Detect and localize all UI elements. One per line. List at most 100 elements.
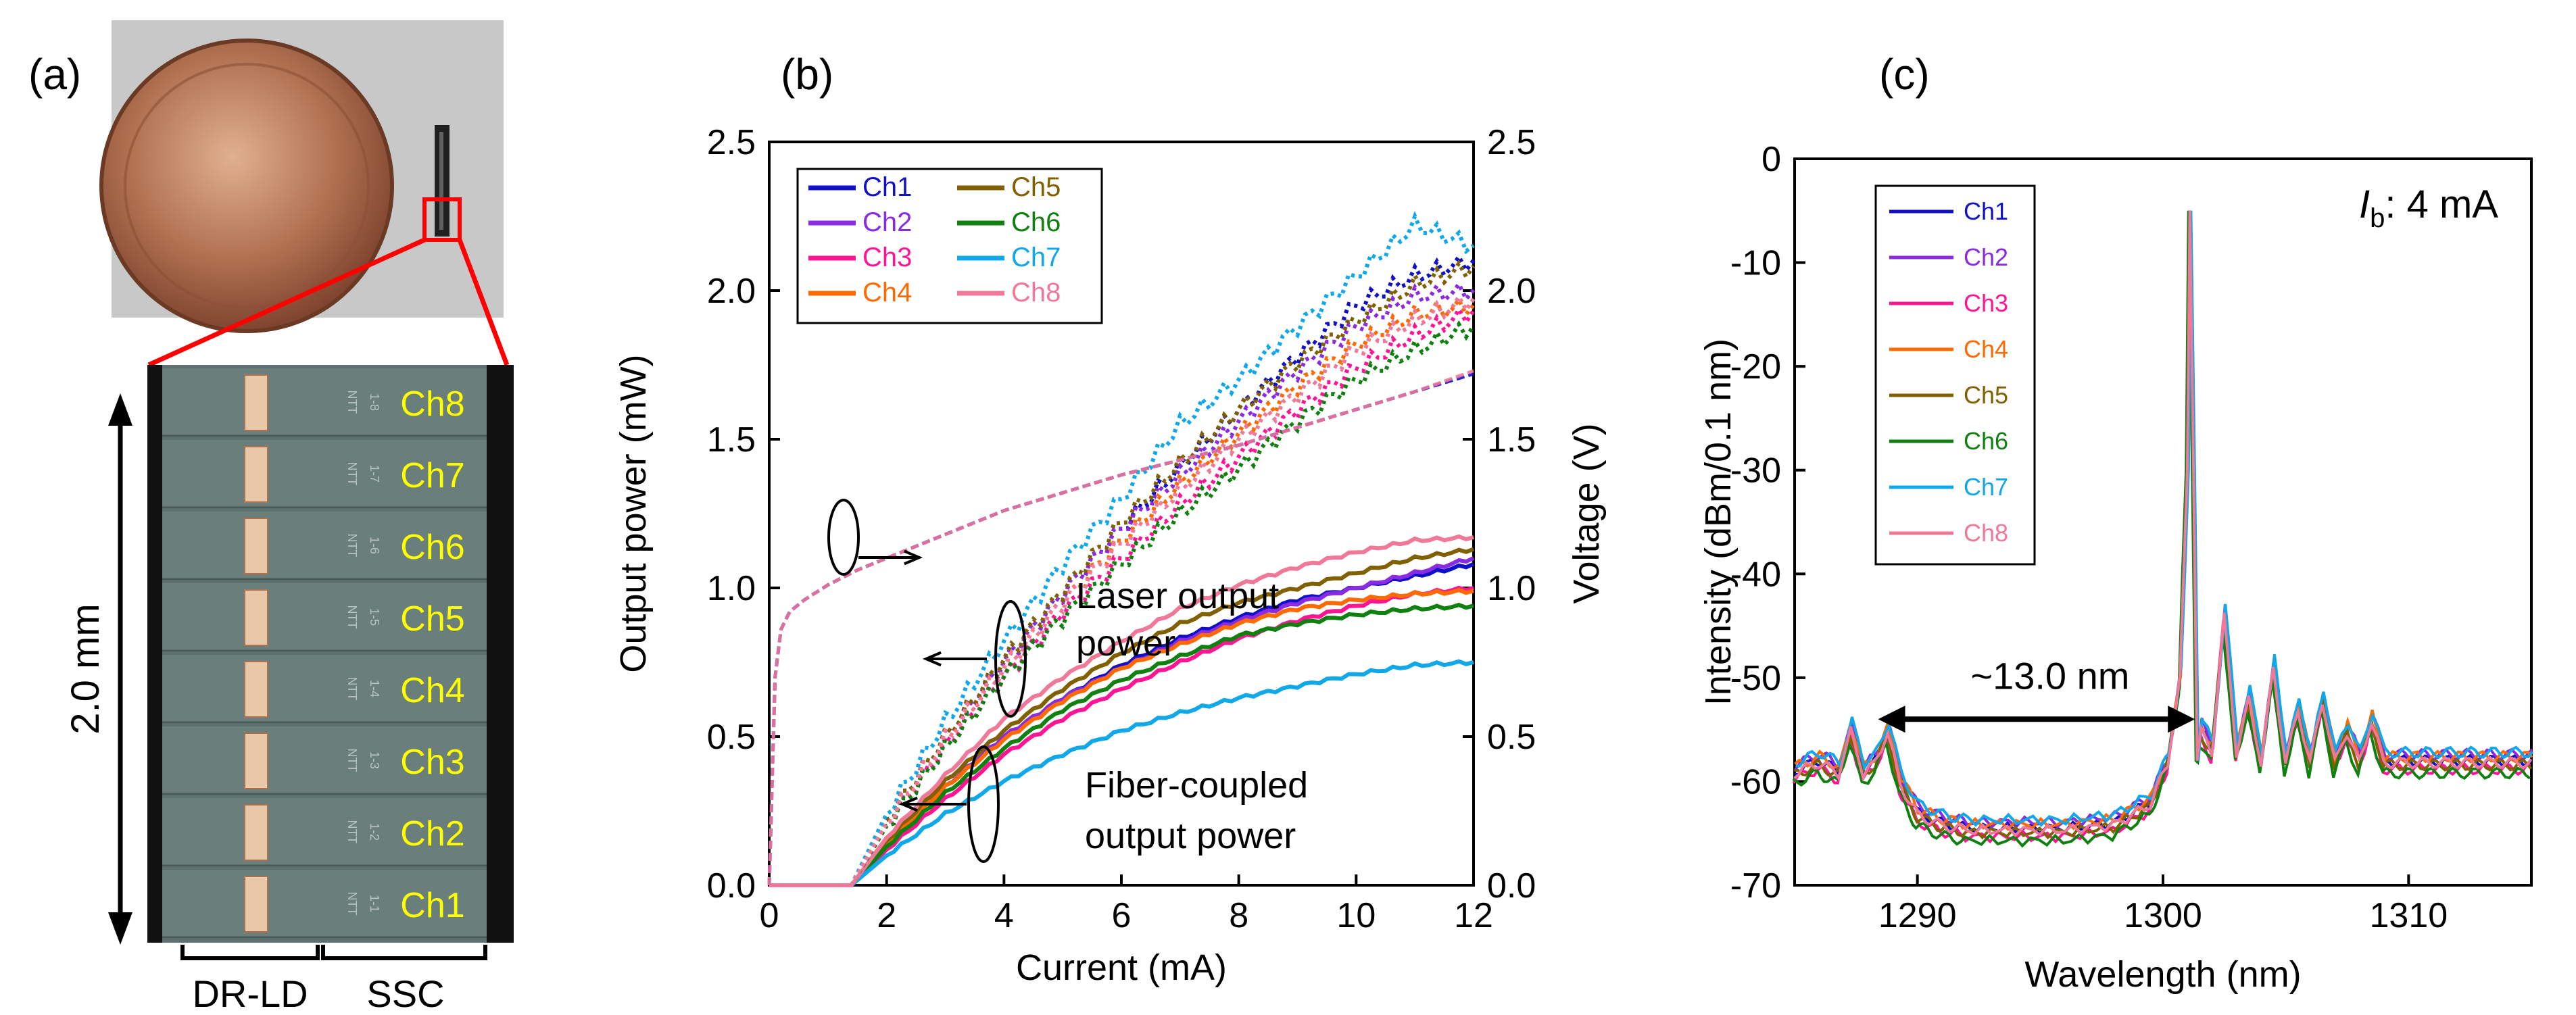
laser-power-line-ch8: [769, 293, 1476, 887]
y-axis-label: Output power (mW): [613, 354, 654, 672]
y-tick-label: 0: [1761, 140, 1781, 179]
legend-label-ch7: Ch7: [1011, 243, 1061, 272]
y-tick-label: -70: [1730, 866, 1781, 906]
x-tick-label: 2: [877, 896, 896, 935]
legend-label-ch3: Ch3: [862, 243, 912, 272]
x-tick-label: 1300: [2124, 896, 2202, 935]
spacing-arrow-head-right: [2168, 705, 2195, 733]
x-tick-label: 1310: [2369, 896, 2448, 935]
chip-brand-mark: NTT: [345, 677, 359, 701]
panel-a: (a) NTT 1-8 Ch8 NTT 1-7 Ch7 NTT 1-6 Ch6 NTT 1-5 Ch5…: [28, 20, 514, 1015]
zoom-box: [422, 197, 462, 242]
chip-brand-mark: NTT: [345, 605, 359, 629]
dr-ld-label: DR-LD: [192, 972, 308, 1015]
y-tick-label: -10: [1730, 244, 1781, 283]
chip-number-mark: 1-6: [368, 537, 381, 554]
y2-tick-label: 2.0: [1487, 272, 1536, 311]
y2-tick-label: 0.5: [1487, 718, 1536, 757]
chip-number-mark: 1-8: [368, 393, 381, 411]
spacing-arrow-head-left: [1878, 705, 1905, 733]
legend-label-ch4: Ch4: [1964, 335, 2008, 363]
x-tick-label: 8: [1229, 896, 1248, 935]
annotation-laser-line1: Laser output: [1076, 576, 1279, 616]
x-tick-label: 10: [1336, 896, 1376, 935]
chip-number-mark: 1-1: [368, 895, 381, 912]
channel-label: Ch7: [400, 456, 464, 495]
y-tick-label: -50: [1730, 659, 1781, 698]
coin-photo: [99, 20, 504, 333]
y-tick-label: 0.0: [707, 866, 756, 906]
voltage-line-ch8: [767, 369, 1474, 886]
dr-ld-pad: [244, 661, 268, 718]
ssc-label: SSC: [366, 972, 444, 1015]
voltage-ellipse: [827, 499, 860, 576]
annotation-laser-line2: power: [1076, 623, 1175, 664]
x-tick-label: 6: [1112, 896, 1132, 935]
legend-c: Ch1 Ch2 Ch3 Ch4 Ch5 Ch6 Ch7 Ch8: [1874, 184, 2036, 566]
laser-ellipse: [994, 600, 1027, 718]
legend-label-ch1: Ch1: [1964, 197, 2008, 225]
bias-current-label: Ib: 4 mA: [2359, 182, 2498, 233]
panel-c-label: (c): [1879, 50, 1930, 99]
legend-label-ch8: Ch8: [1964, 519, 2008, 547]
y-tick-label: 2.5: [707, 123, 756, 162]
fiber-ellipse: [967, 745, 1000, 863]
legend-label-ch6: Ch6: [1011, 207, 1061, 237]
panel-b-label: (b): [781, 50, 833, 99]
panel-c: (c) 1290 1300 1310 0 -10 -20 -30 -40 -50 -60 -70 Wa…: [1698, 50, 2534, 995]
x-tick-label: 1290: [1878, 896, 1957, 935]
legend-label-ch6: Ch6: [1964, 427, 2008, 455]
x-tick-label: 4: [994, 896, 1014, 935]
x-axis-label: Wavelength (nm): [2024, 954, 2301, 995]
fiber-power-line-ch7: [769, 659, 1474, 887]
dr-ld-pad: [244, 876, 268, 933]
y2-tick-label: 1.0: [1487, 569, 1536, 608]
y-tick-label: 2.0: [707, 272, 756, 311]
panel-b: (b) 0 2 4 6 8 10 120.0 0.00.5 0.51.0 1.01.5 1.52.0…: [613, 50, 1607, 988]
panel-a-label: (a): [28, 50, 81, 99]
y-tick-label: -20: [1730, 347, 1781, 387]
legend-label-ch2: Ch2: [862, 207, 912, 237]
y-tick-label: -30: [1730, 451, 1781, 491]
y-axis-label: Intensity (dBm/0.1 nm): [1698, 339, 1739, 705]
laser-power-line-ch7: [769, 210, 1475, 887]
x-axis-label: Current (mA): [1016, 947, 1227, 988]
chip-brand-mark: NTT: [345, 462, 359, 486]
y2-tick-label: 1.5: [1487, 420, 1536, 460]
laser-power-line-ch5: [769, 259, 1476, 887]
annotation-fiber-line1: Fiber-coupled: [1085, 765, 1308, 806]
fiber-power-line-ch6: [769, 602, 1474, 887]
legend-label-ch4: Ch4: [862, 278, 912, 307]
dr-ld-pad: [244, 733, 268, 789]
legend-label-ch5: Ch5: [1011, 172, 1061, 202]
dr-ld-pad: [244, 518, 268, 574]
fiber-power-line-ch8: [769, 534, 1474, 887]
legend-label-ch2: Ch2: [1964, 243, 2008, 271]
channel-label: Ch1: [400, 886, 464, 925]
channel-label: Ch5: [400, 599, 464, 639]
dr-ld-pad: [244, 804, 268, 861]
legend-label-ch1: Ch1: [862, 172, 912, 202]
voltage-arrow-head: [904, 549, 923, 566]
channel-label: Ch3: [400, 743, 464, 782]
chip-number-mark: 1-2: [368, 823, 381, 841]
y2-tick-label: 2.5: [1487, 123, 1536, 162]
legend-label-ch8: Ch8: [1011, 278, 1061, 307]
channel-label: Ch2: [400, 814, 464, 853]
chip-brand-mark: NTT: [345, 391, 359, 414]
channel-label: Ch4: [400, 671, 464, 710]
y2-tick-label: 0.0: [1487, 866, 1536, 906]
channel-label: Ch6: [400, 528, 464, 567]
coin-image: [99, 39, 394, 333]
annotation-fiber-line2: output power: [1085, 816, 1296, 856]
chip-array-image: NTT 1-8 Ch8 NTT 1-7 Ch7 NTT 1-6 Ch6 NTT 1-5 Ch5 NTT 1…: [147, 365, 514, 943]
bias-value: : 4 mA: [2385, 182, 2498, 226]
x-tick-label: 0: [760, 896, 779, 935]
bias-symbol: I: [2359, 182, 2370, 226]
dr-ld-pad: [244, 374, 268, 431]
chip-number-mark: 1-5: [368, 608, 381, 626]
dr-ld-pad: [244, 446, 268, 503]
legend-box: [1874, 184, 2036, 566]
legend-label-ch3: Ch3: [1964, 289, 2008, 317]
